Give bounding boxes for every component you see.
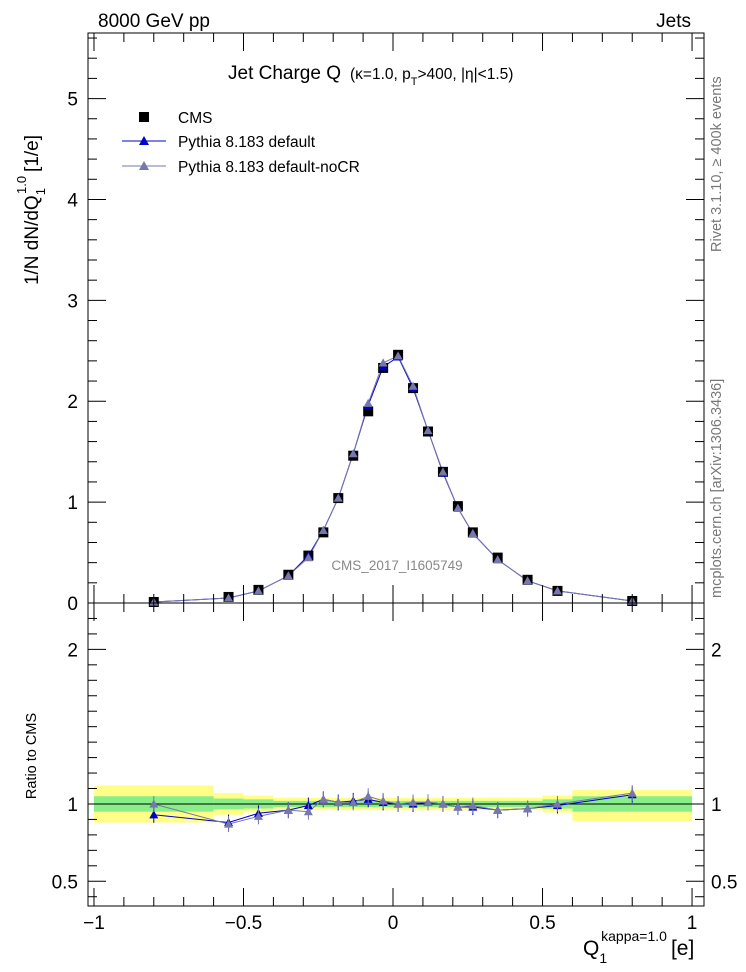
- ratio-point-nocr: [453, 802, 463, 811]
- ratio-point-nocr: [348, 797, 358, 807]
- ratio-plot-area: [93, 785, 693, 823]
- main-ylabel-sub: 1: [33, 188, 48, 195]
- ratio-point-nocr: [303, 807, 313, 816]
- chart-title-sub-T: T: [411, 76, 418, 88]
- ratio-line-nocr: [153, 792, 633, 825]
- nocr-point: [438, 467, 448, 476]
- ratio-point-nocr: [333, 797, 343, 807]
- legend-marker-cms: [139, 112, 149, 122]
- cms-point: [363, 406, 374, 417]
- nocr-point: [552, 586, 562, 595]
- nocr-point: [224, 593, 234, 602]
- main-ylabel: 1/N dN/dQ1 1.0 [1/e]: [14, 135, 48, 285]
- ratio-point-nocr: [393, 799, 403, 808]
- legend-label-default: Pythia 8.183 default: [178, 134, 316, 151]
- ratio-ytick-label: 1: [67, 795, 78, 816]
- ratio-point-nocr: [468, 801, 478, 810]
- nocr-point: [408, 381, 418, 390]
- nocr-point: [283, 571, 293, 580]
- legend-marker-default: [139, 136, 149, 145]
- main-ytick-label: 4: [67, 190, 78, 211]
- chart-title: Jet Charge Q (κ=1.0, pT>400, |η|<1.5): [228, 63, 513, 88]
- ratio-axis-ticks: 0.5 0.5 1 1 2 2 −1 −0.5 0 0.5 1: [52, 603, 737, 934]
- ratio-point-nocr: [363, 791, 373, 800]
- main-ytick-label: 5: [67, 90, 78, 111]
- analysis-watermark: CMS_2017_I1605749: [331, 558, 462, 573]
- nocr-point: [468, 528, 478, 537]
- main-ytick-label: 2: [67, 392, 78, 413]
- chart-title-sub: (κ=1.0, p: [350, 66, 411, 83]
- main-axis-ticks: 0 1 2 3 4 5: [67, 33, 704, 615]
- xtick-label: 1: [687, 913, 698, 934]
- xlabel-sup: kappa=1.0: [601, 928, 667, 944]
- ratio-point-nocr: [318, 794, 328, 803]
- header-jets: Jets: [656, 11, 691, 32]
- main-ytick-label: 1: [67, 493, 78, 514]
- nocr-point: [333, 493, 343, 502]
- nocr-point: [453, 503, 463, 512]
- ratio-ytick-label: 0.5: [52, 872, 78, 893]
- main-ytick-label: 0: [67, 594, 78, 615]
- main-series-layer: [148, 349, 638, 607]
- xtick-label: 0.5: [529, 913, 555, 934]
- ratio-ytick-label: 2: [67, 640, 78, 661]
- nocr-point: [393, 351, 403, 360]
- xlabel: Q1 kappa=1.0[e]: [583, 928, 694, 966]
- header-energy: 8000 GeV pp: [98, 11, 210, 32]
- ratio-point-nocr: [378, 796, 388, 805]
- main-ytick-label: 3: [67, 291, 78, 312]
- ratio-series-layer: [149, 785, 637, 833]
- nocr-point: [348, 449, 358, 458]
- mcplots-label: mcplots.cern.ch [arXiv:1306.3436]: [709, 379, 725, 598]
- legend-marker-nocr: [139, 161, 149, 170]
- main-ylabel-unit: [1/e]: [22, 135, 43, 172]
- chart-title-main: Jet Charge Q: [228, 63, 341, 84]
- ratio-frame: [87, 602, 705, 907]
- ratio-point-nocr: [627, 788, 637, 797]
- rivet-label: Rivet 3.1.10, ≥ 400k events: [709, 76, 725, 252]
- ratio-ytick-label-right: 2: [711, 640, 722, 661]
- legend-label-nocr: Pythia 8.183 default-noCR: [178, 159, 360, 176]
- nocr-point: [303, 553, 313, 562]
- nocr-point: [423, 425, 433, 435]
- main-ylabel-main: 1/N dN/dQ: [22, 195, 43, 285]
- xlabel-unit: [e]: [671, 937, 694, 960]
- legend-label-cms: CMS: [178, 110, 212, 127]
- xtick-label: −0.5: [225, 913, 263, 934]
- legend: CMS Pythia 8.183 default Pythia 8.183 de…: [122, 110, 360, 176]
- xlabel-sub: 1: [599, 950, 607, 966]
- xtick-label: 0: [388, 913, 399, 934]
- ratio-point-nocr: [423, 797, 433, 807]
- main-ylabel-sup: 1.0: [14, 176, 29, 194]
- ratio-point-nocr: [283, 805, 293, 814]
- ratio-point-nocr: [493, 805, 503, 814]
- ratio-point-nocr: [149, 799, 159, 808]
- nocr-point: [523, 576, 533, 585]
- chart-title-sub-rest: >400, |η|<1.5): [417, 66, 513, 83]
- ratio-point-nocr: [224, 819, 234, 828]
- ratio-ytick-label-right: 1: [711, 795, 722, 816]
- xtick-label: −1: [83, 913, 105, 934]
- ratio-point-nocr: [552, 799, 562, 808]
- ratio-point-nocr: [253, 811, 263, 820]
- nocr-point: [493, 555, 503, 564]
- nocr-point: [253, 586, 263, 595]
- ratio-point-nocr: [438, 799, 448, 808]
- ratio-point-default: [149, 810, 159, 819]
- nocr-point: [363, 398, 373, 407]
- ratio-point-nocr: [523, 804, 533, 813]
- nocr-point: [378, 358, 388, 367]
- xlabel-main: Q: [583, 937, 599, 960]
- ratio-ytick-label-right: 0.5: [711, 872, 737, 893]
- nocr-point: [318, 525, 328, 534]
- ratio-point-nocr: [408, 797, 418, 807]
- ratio-ylabel: Ratio to CMS: [24, 713, 40, 799]
